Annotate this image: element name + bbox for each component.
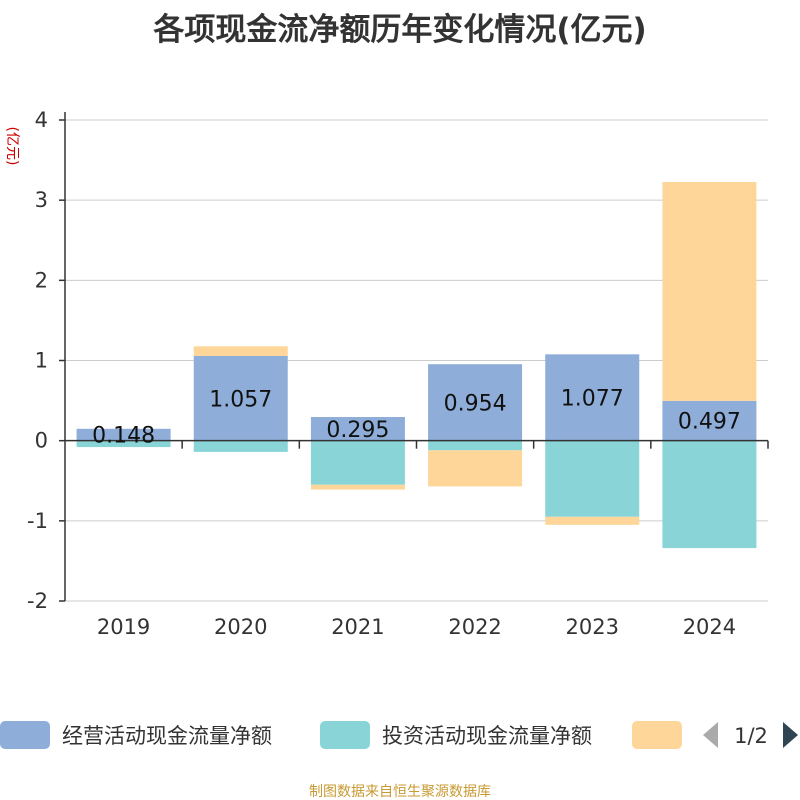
legend-swatch[interactable]: [320, 721, 370, 749]
bar-series-3[interactable]: [428, 450, 523, 487]
bar-series-2[interactable]: [193, 440, 288, 452]
x-tick-label: 2022: [448, 615, 501, 639]
bar-series-3[interactable]: [545, 516, 640, 525]
bar-series-2[interactable]: [428, 440, 523, 451]
axes: -2 -1 0 1 2 3 4 2019 2020 2021 2022 2023 2024: [27, 108, 769, 639]
bar-series-3[interactable]: [662, 181, 757, 401]
bar-series-1[interactable]: [428, 364, 523, 441]
x-tick-label: 2019: [97, 615, 150, 639]
bar-series-3[interactable]: [193, 346, 288, 356]
data-label: 0.295: [326, 418, 389, 443]
bars: [76, 181, 757, 549]
y-tick-label: -2: [27, 589, 48, 613]
triangle-right-icon[interactable]: [783, 722, 798, 748]
legend-swatch[interactable]: [632, 721, 682, 749]
x-tick-label: 2021: [331, 615, 384, 639]
x-tick-label: 2023: [566, 615, 619, 639]
y-tick-label: 2: [35, 268, 48, 292]
x-tick-label: 2024: [683, 615, 736, 639]
y-tick-label: 3: [35, 188, 48, 212]
bar-series-1[interactable]: [545, 354, 640, 441]
legend-label[interactable]: 投资活动现金流量净额: [382, 724, 592, 748]
data-label: 1.057: [209, 387, 272, 412]
bar-series-3[interactable]: [310, 484, 405, 490]
y-tick-label: -1: [27, 509, 48, 533]
source-note: 制图数据来自恒生聚源数据库: [309, 784, 491, 800]
y-tick-label: 0: [35, 429, 48, 453]
data-label: 0.148: [92, 424, 155, 449]
bar-series-1[interactable]: [76, 428, 171, 441]
grid: [65, 119, 768, 602]
bar-series-1[interactable]: [662, 400, 757, 441]
data-label: 0.497: [678, 410, 741, 435]
bar-series-2[interactable]: [310, 440, 405, 485]
y-tick-label: 1: [35, 349, 48, 373]
data-label: 1.077: [561, 386, 624, 411]
x-tick-label: 2020: [214, 615, 267, 639]
legend-label[interactable]: 经营活动现金流量净额: [62, 724, 272, 748]
legend: 经营活动现金流量净额 投资活动现金流量净额 1/2: [0, 721, 798, 749]
data-labels: 0.148 1.057 0.295 0.954 1.077 0.497: [92, 386, 741, 448]
bar-series-1[interactable]: [310, 417, 405, 441]
data-label: 0.954: [444, 391, 507, 416]
y-tick-label: 4: [35, 108, 48, 132]
bar-series-2[interactable]: [76, 440, 171, 448]
y-axis-unit: (亿元): [4, 127, 20, 166]
bar-series-2[interactable]: [662, 440, 757, 549]
bar-series-2[interactable]: [545, 440, 640, 517]
legend-swatch[interactable]: [0, 721, 50, 749]
chart-title: 各项现金流净额历年变化情况(亿元): [152, 12, 646, 48]
legend-page-indicator: 1/2: [734, 724, 768, 748]
bar-series-1[interactable]: [193, 355, 288, 441]
triangle-left-icon[interactable]: [703, 722, 718, 748]
